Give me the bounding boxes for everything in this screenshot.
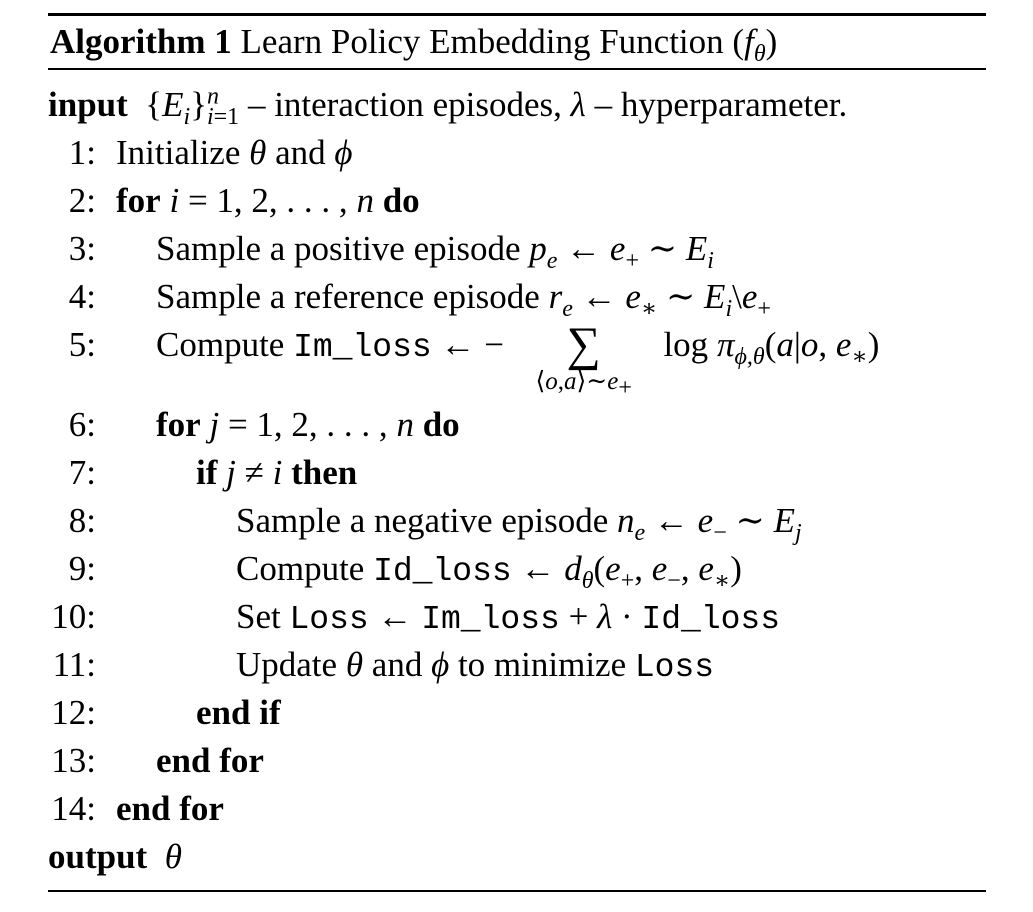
line-text: end for [116, 789, 224, 828]
line-number: 5: [68, 325, 96, 364]
line-number: 1: [68, 133, 96, 172]
summation: ∑ ⟨o,a⟩∼e+ [535, 318, 632, 401]
line-text: Update θ and ϕ to minimize Loss [236, 645, 715, 686]
line-number: 7: [68, 453, 96, 492]
line-text: Compute Id_loss ← dθ(e+, e−, e∗) [236, 549, 742, 594]
line-text: end if [196, 693, 281, 732]
line-text: Sample a positive episode pe ← e+ ∼ Ei [156, 229, 714, 274]
caption-rule [48, 68, 986, 70]
line-text: Initialize θ and ϕ [116, 133, 353, 172]
input-keyword: input [48, 85, 128, 124]
line-number: 14: [51, 789, 96, 828]
line-text: if j ≠ i then [196, 453, 358, 492]
line-number: 10: [51, 597, 96, 636]
output-text: θ [164, 837, 182, 876]
line-text: end for [156, 741, 264, 780]
line-number: 8: [68, 501, 96, 540]
algorithm-title: Learn Policy Embedding Function (fθ) [240, 22, 778, 67]
line-number: 9: [68, 549, 96, 588]
input-text: {Ei}ni=1 – interaction episodes, λ – hyp… [145, 83, 848, 130]
algorithm-caption: Algorithm 1 Learn Policy Embedding Funct… [48, 16, 986, 68]
line-text: Sample a reference episode re ← e∗ ∼ Ei\… [156, 277, 771, 322]
line-number: 4: [68, 277, 96, 316]
line-number: 3: [68, 229, 96, 268]
line-text: Compute Im_loss ← − ∑ ⟨o,a⟩∼e+ log πϕ,θ(a… [156, 318, 880, 401]
output-keyword: output [48, 837, 148, 876]
line-number: 13: [51, 741, 96, 780]
algorithm-block: Algorithm 1 Learn Policy Embedding Funct… [48, 13, 986, 892]
algorithm-label: Algorithm 1 [50, 22, 232, 61]
line-number: 11: [52, 645, 96, 684]
line-text: for j = 1, 2, . . . , n do [156, 405, 460, 444]
line-number: 6: [68, 405, 96, 444]
line-text: for i = 1, 2, . . . , n do [116, 181, 420, 220]
bottom-rule [48, 890, 986, 892]
top-rule [48, 13, 986, 16]
line-text: Set Loss ← Im_loss + λ · Id_loss [236, 597, 781, 638]
line-number: 2: [68, 181, 96, 220]
line-number: 12: [51, 693, 96, 732]
line-text: Sample a negative episode ne ← e− ∼ Ej [236, 501, 802, 546]
